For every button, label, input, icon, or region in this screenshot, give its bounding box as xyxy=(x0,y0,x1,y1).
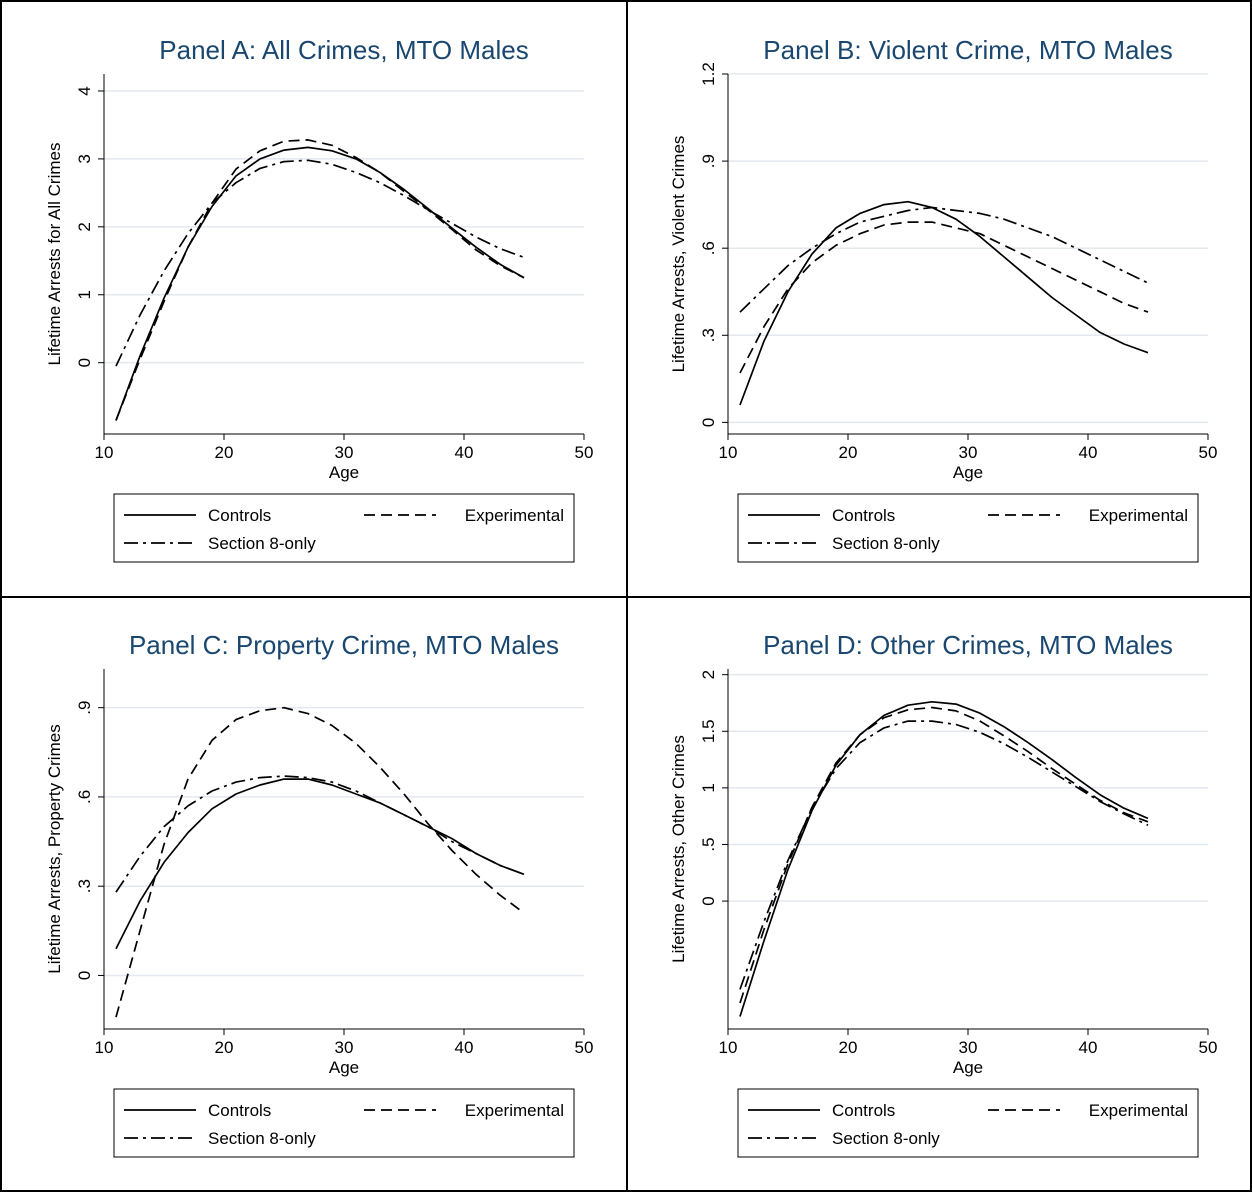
panel-d-x-tick-label: 50 xyxy=(1199,1038,1218,1057)
panel-c: Panel C: Property Crime, MTO Males 0 .3 .6.… xyxy=(4,599,628,1192)
panel-c-y-tick-label: .9 xyxy=(75,701,94,715)
panel-b-y-tick-label: 1.2 xyxy=(699,62,718,86)
panel-d-x-tick-label: 20 xyxy=(839,1038,858,1057)
panel-b-y-axis-label: Lifetime Arrests, Violent Crimes xyxy=(669,136,688,373)
panel-d-y-tick-label: 1.5 xyxy=(699,719,718,743)
panel-d: Panel D: Other Crimes, MTO Males 0 .5 1 1.5 2… xyxy=(628,599,1252,1192)
panel-a-x-tick-label: 20 xyxy=(215,443,234,462)
panel-a-legend: Controls Experimental Section 8-only xyxy=(113,493,575,563)
panel-d-series-controls xyxy=(739,700,1149,1017)
panel-a-y-tick-label: 4 xyxy=(75,86,94,95)
panel-a-x-tick-label: 10 xyxy=(95,443,114,462)
panel-a-svg: Panel A: All Crimes, MTO Males 0 1 2 3 4 10 20 3… xyxy=(45,35,594,563)
panel-d-legend-box xyxy=(737,1088,1199,1158)
panel-b-x-axis-label: Age xyxy=(953,463,983,482)
panel-a-y-tick-label: 1 xyxy=(75,290,94,299)
panel-a-title: Panel A: All Crimes, MTO Males xyxy=(159,35,528,65)
panel-b-x-tick-label: 10 xyxy=(719,443,738,462)
panel-d-legend: Controls Experimental Section 8-only xyxy=(737,1088,1199,1158)
panel-b-y-tick-label: .9 xyxy=(699,154,718,168)
panel-a-series-experimental xyxy=(115,139,525,421)
panel-d-title: Panel D: Other Crimes, MTO Males xyxy=(763,630,1173,660)
panel-d-legend-label: Experimental xyxy=(1089,1101,1188,1120)
panel-d-svg: Panel D: Other Crimes, MTO Males 0 .5 1 1.5 2… xyxy=(669,630,1218,1158)
panel-a-y-tick-label: 2 xyxy=(75,222,94,231)
panel-c-y-tick-label: .6 xyxy=(75,790,94,804)
panel-c-y-tick-label: 0 xyxy=(75,971,94,980)
panel-b-legend-label: Controls xyxy=(832,506,895,525)
panel-d-legend-label: Controls xyxy=(832,1101,895,1120)
panel-d-y-tick-label: .5 xyxy=(699,837,718,851)
panel-a-y-tick-label: 3 xyxy=(75,154,94,163)
panel-b-y-tick-label: .6 xyxy=(699,241,718,255)
panel-d-y-tick-label: 2 xyxy=(699,670,718,679)
panel-a: Panel A: All Crimes, MTO Males 0 1 2 3 4 10 20 3… xyxy=(4,4,628,597)
panel-b-legend-label: Experimental xyxy=(1089,506,1188,525)
panel-b-x-tick-label: 50 xyxy=(1199,443,1218,462)
panel-b-x-tick-label: 20 xyxy=(839,443,858,462)
panel-c-x-tick-label: 40 xyxy=(455,1038,474,1057)
panel-a-y-tick-label: 0 xyxy=(75,358,94,367)
panel-b-legend-label: Section 8-only xyxy=(832,534,940,553)
panel-b: Panel B: Violent Crime, MTO Males 0 .3 .6 .9… xyxy=(628,4,1252,597)
panel-c-title: Panel C: Property Crime, MTO Males xyxy=(129,630,559,660)
panel-a-x-tick-label: 50 xyxy=(575,443,594,462)
panel-b-y-tick-label: 0 xyxy=(699,418,718,427)
panel-c-series-section-8-only xyxy=(115,775,525,893)
panel-d-y-axis-label: Lifetime Arrests, Other Crimes xyxy=(669,735,688,963)
panel-d-series-section-8-only xyxy=(739,720,1149,990)
panel-a-legend-label: Controls xyxy=(208,506,271,525)
panel-b-svg: Panel B: Violent Crime, MTO Males 0 .3 .6 .9… xyxy=(669,35,1218,563)
panel-b-series-controls xyxy=(739,200,1149,406)
panel-b-x-tick-label: 40 xyxy=(1079,443,1098,462)
table-border xyxy=(0,596,1252,598)
panel-b-y-tick-label: .3 xyxy=(699,328,718,342)
panel-c-legend-box xyxy=(113,1088,575,1158)
panel-b-series-experimental xyxy=(739,221,1149,374)
panel-b-title: Panel B: Violent Crime, MTO Males xyxy=(763,35,1172,65)
panel-d-x-tick-label: 10 xyxy=(719,1038,738,1057)
panel-a-y-axis-label: Lifetime Arrests for All Crimes xyxy=(45,143,64,366)
panel-a-series-section-8-only xyxy=(115,159,525,367)
panel-c-svg: Panel C: Property Crime, MTO Males 0 .3 .6.… xyxy=(45,630,594,1158)
panel-c-x-tick-label: 50 xyxy=(575,1038,594,1057)
panel-c-x-axis-label: Age xyxy=(329,1058,359,1077)
panel-d-y-tick-label: 0 xyxy=(699,896,718,905)
panel-c-series-controls xyxy=(115,778,525,950)
panel-c-series-experimental xyxy=(115,706,525,1018)
panel-b-series-section-8-only xyxy=(739,206,1149,313)
panel-b-legend-box xyxy=(737,493,1199,563)
panel-d-x-tick-label: 30 xyxy=(959,1038,978,1057)
panel-a-legend-label: Section 8-only xyxy=(208,534,316,553)
panel-c-x-tick-label: 10 xyxy=(95,1038,114,1057)
panel-c-x-tick-label: 30 xyxy=(335,1038,354,1057)
panel-c-y-axis-label: Lifetime Arrests, Property Crimes xyxy=(45,724,64,973)
panel-a-legend-box xyxy=(113,493,575,563)
panel-b-x-tick-label: 30 xyxy=(959,443,978,462)
panel-d-y-tick-label: 1 xyxy=(699,783,718,792)
panel-a-x-tick-label: 40 xyxy=(455,443,474,462)
panel-d-legend-label: Section 8-only xyxy=(832,1129,940,1148)
panel-c-legend-label: Controls xyxy=(208,1101,271,1120)
panel-c-legend-label: Experimental xyxy=(465,1101,564,1120)
panel-d-x-axis-label: Age xyxy=(953,1058,983,1077)
panel-a-x-axis-label: Age xyxy=(329,463,359,482)
panel-a-legend-label: Experimental xyxy=(465,506,564,525)
panel-a-series-controls xyxy=(115,146,525,421)
panel-c-legend: Controls Experimental Section 8-only xyxy=(113,1088,575,1158)
panel-a-x-tick-label: 30 xyxy=(335,443,354,462)
panel-d-x-tick-label: 40 xyxy=(1079,1038,1098,1057)
panel-b-legend: Controls Experimental Section 8-only xyxy=(737,493,1199,563)
panel-c-y-tick-label: .3 xyxy=(75,879,94,893)
panel-c-legend-label: Section 8-only xyxy=(208,1129,316,1148)
panel-d-series-experimental xyxy=(739,706,1149,1004)
panel-c-x-tick-label: 20 xyxy=(215,1038,234,1057)
